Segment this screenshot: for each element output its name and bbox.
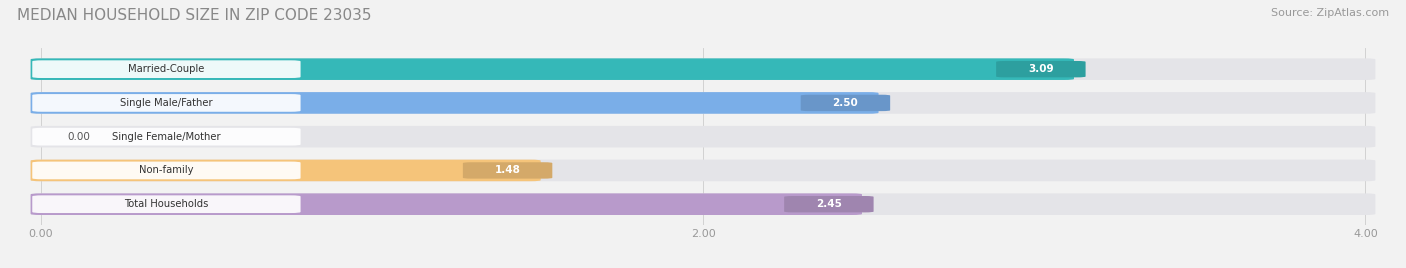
FancyBboxPatch shape: [32, 60, 301, 78]
FancyBboxPatch shape: [995, 61, 1085, 77]
Text: 1.48: 1.48: [495, 165, 520, 176]
Text: 3.09: 3.09: [1028, 64, 1053, 74]
FancyBboxPatch shape: [800, 95, 890, 111]
Text: Total Households: Total Households: [124, 199, 208, 209]
Text: Married-Couple: Married-Couple: [128, 64, 205, 74]
Text: 2.45: 2.45: [815, 199, 842, 209]
Text: 0.00: 0.00: [67, 132, 90, 142]
FancyBboxPatch shape: [31, 58, 1074, 80]
FancyBboxPatch shape: [32, 94, 301, 112]
FancyBboxPatch shape: [463, 162, 553, 178]
FancyBboxPatch shape: [31, 58, 1375, 80]
Text: Source: ZipAtlas.com: Source: ZipAtlas.com: [1271, 8, 1389, 18]
FancyBboxPatch shape: [785, 196, 873, 212]
Text: 2.50: 2.50: [832, 98, 858, 108]
Text: Non-family: Non-family: [139, 165, 194, 176]
FancyBboxPatch shape: [800, 95, 890, 111]
FancyBboxPatch shape: [32, 162, 301, 179]
FancyBboxPatch shape: [785, 196, 873, 212]
FancyBboxPatch shape: [31, 160, 541, 181]
FancyBboxPatch shape: [32, 128, 301, 146]
FancyBboxPatch shape: [463, 162, 553, 178]
FancyBboxPatch shape: [31, 193, 862, 215]
FancyBboxPatch shape: [31, 160, 1375, 181]
Text: Single Female/Mother: Single Female/Mother: [112, 132, 221, 142]
Text: Single Male/Father: Single Male/Father: [120, 98, 212, 108]
FancyBboxPatch shape: [31, 92, 1375, 114]
FancyBboxPatch shape: [995, 61, 1085, 77]
FancyBboxPatch shape: [31, 126, 1375, 147]
FancyBboxPatch shape: [32, 195, 301, 213]
FancyBboxPatch shape: [31, 193, 1375, 215]
Text: MEDIAN HOUSEHOLD SIZE IN ZIP CODE 23035: MEDIAN HOUSEHOLD SIZE IN ZIP CODE 23035: [17, 8, 371, 23]
FancyBboxPatch shape: [31, 92, 879, 114]
